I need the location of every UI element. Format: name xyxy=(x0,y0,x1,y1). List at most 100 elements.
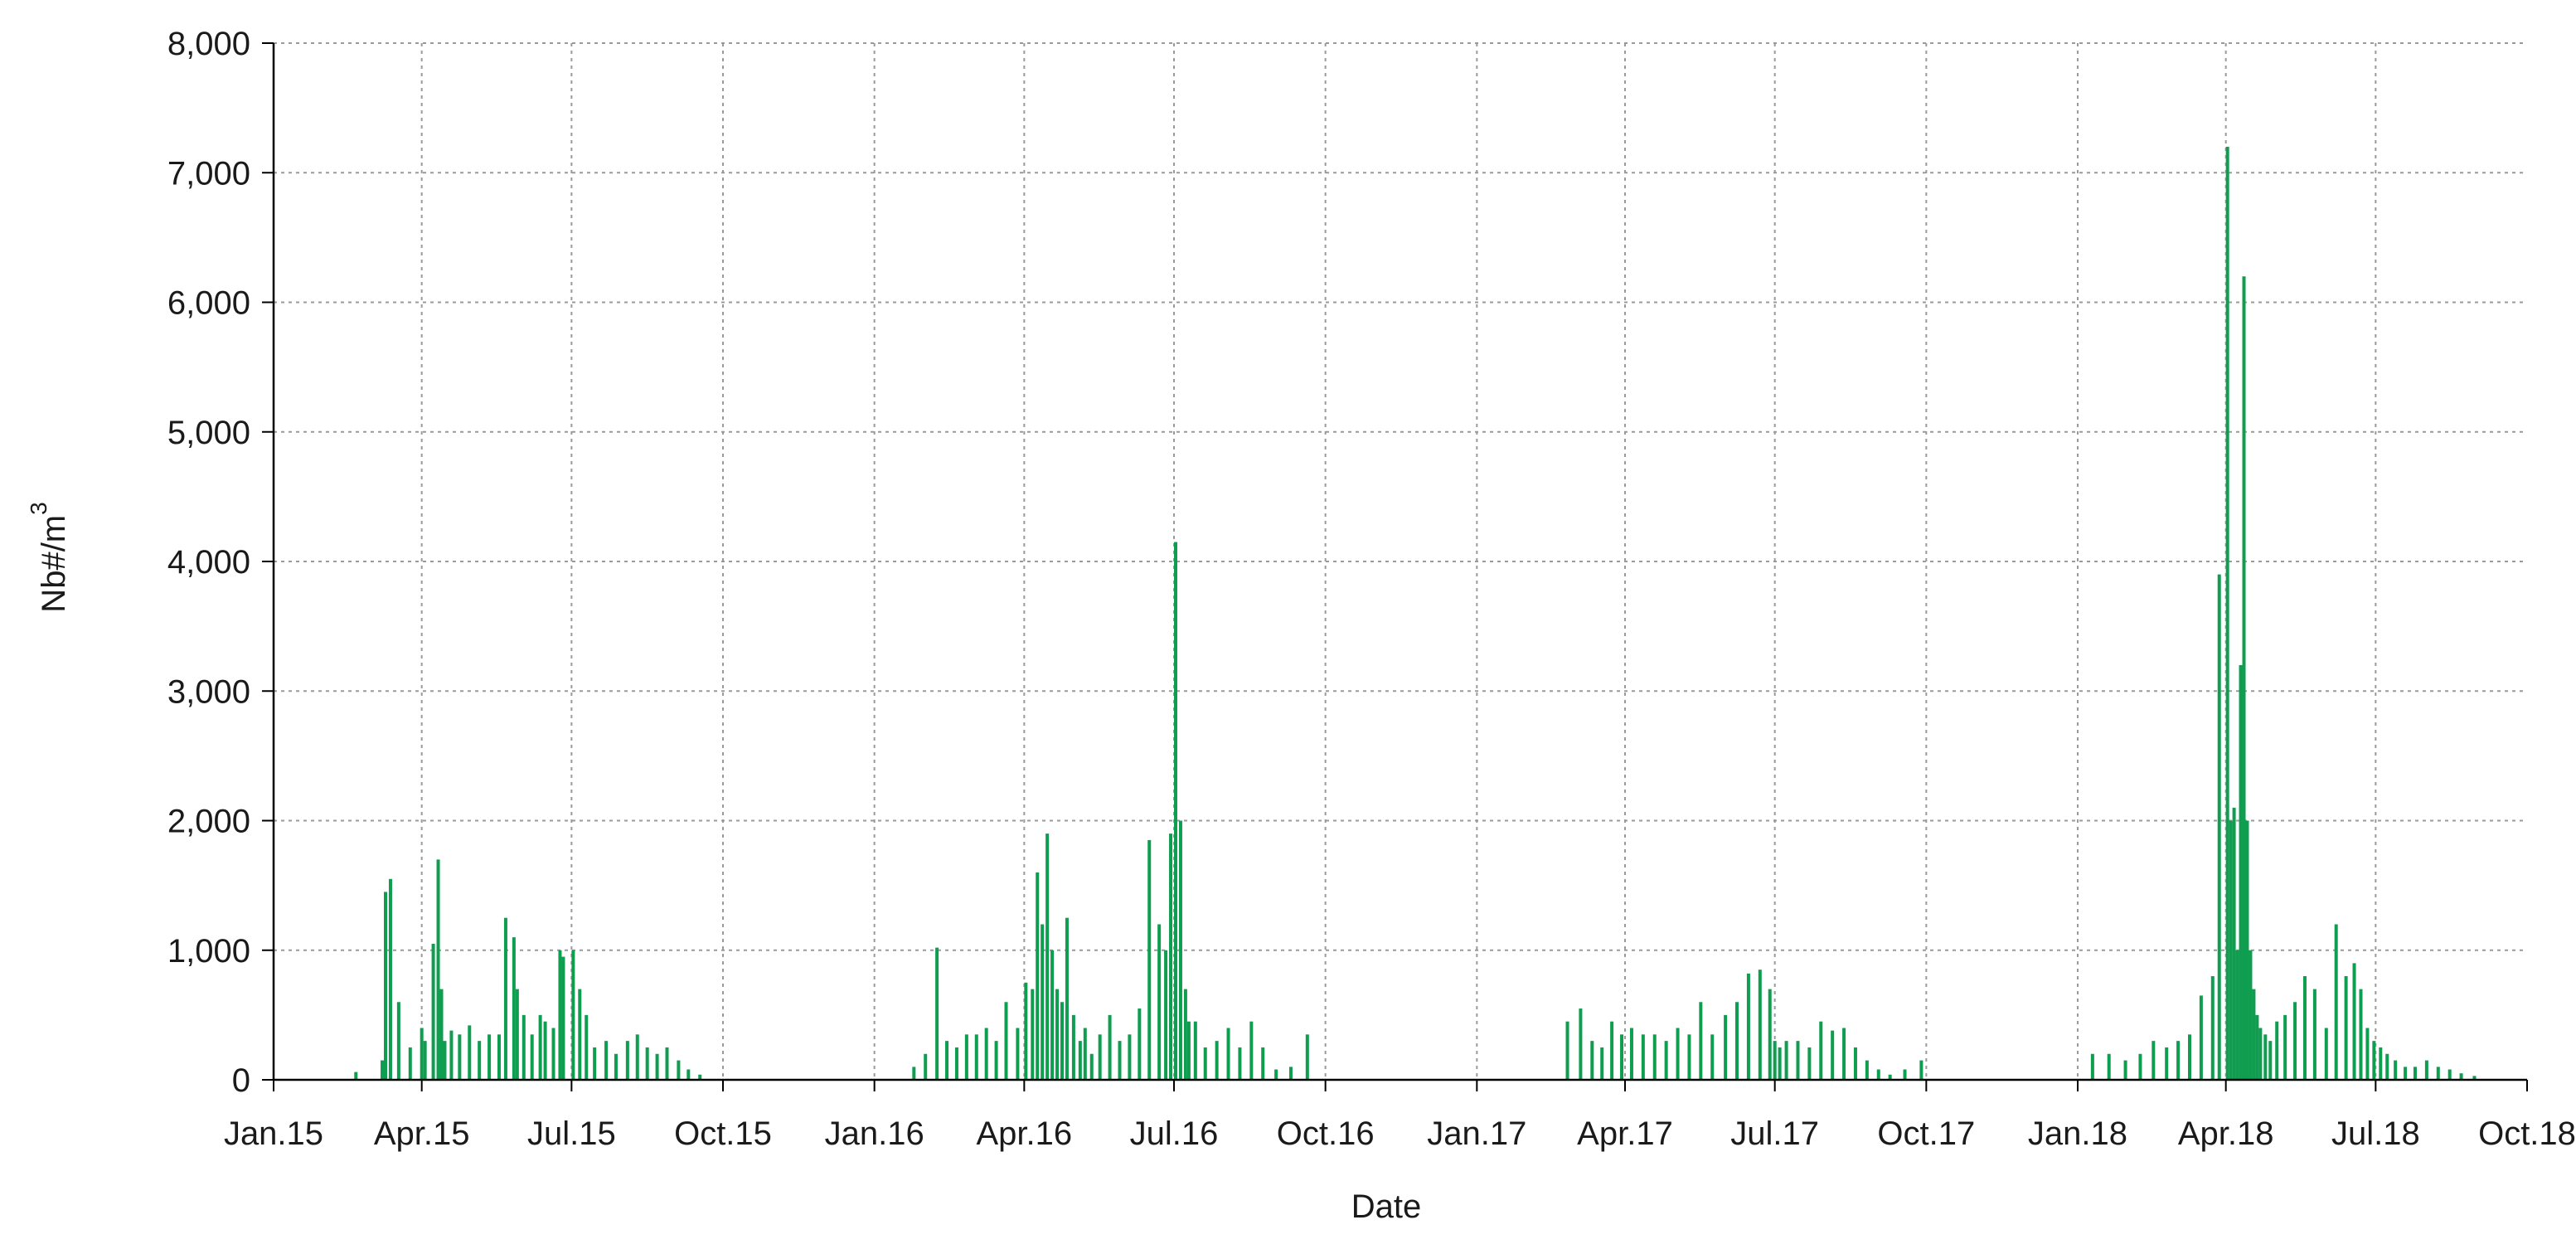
data-bar xyxy=(912,1067,916,1080)
data-bar xyxy=(1178,820,1182,1080)
data-bar xyxy=(1036,872,1040,1080)
data-bar xyxy=(1098,1034,1102,1080)
data-bar xyxy=(2334,924,2338,1080)
data-bar xyxy=(1796,1041,1800,1080)
data-bar xyxy=(585,1014,589,1080)
y-tick-label: 2,000 xyxy=(167,804,250,840)
data-bar xyxy=(665,1047,669,1080)
data-bar xyxy=(2385,1053,2389,1080)
data-bar xyxy=(458,1034,462,1080)
data-bar xyxy=(1590,1041,1594,1080)
y-tick-label: 4,000 xyxy=(167,544,250,581)
data-bar xyxy=(1710,1034,1715,1080)
data-bar xyxy=(578,989,582,1080)
x-tick-label: Jul.15 xyxy=(527,1115,616,1152)
x-tick-label: Jan.18 xyxy=(2028,1115,2127,1152)
data-bar xyxy=(2245,820,2249,1080)
data-bar xyxy=(1629,1028,1633,1080)
data-bar xyxy=(2352,963,2356,1080)
data-bar xyxy=(1186,1021,1191,1080)
data-bar xyxy=(2312,989,2316,1080)
data-bar xyxy=(1831,1030,1835,1080)
data-bar xyxy=(1128,1034,1132,1080)
data-bar xyxy=(1118,1041,1122,1080)
data-bar xyxy=(396,1002,400,1080)
x-tick-label: Jul.16 xyxy=(1130,1115,1219,1152)
data-bar xyxy=(1807,1047,1812,1080)
data-bar xyxy=(488,1034,492,1080)
data-bar xyxy=(1305,1034,1309,1080)
data-bar xyxy=(655,1053,659,1080)
data-bar xyxy=(2123,1060,2127,1080)
data-bar xyxy=(2379,1047,2383,1080)
data-bar xyxy=(2424,1060,2428,1080)
data-bar xyxy=(354,1072,358,1080)
x-tick-label: Jul.18 xyxy=(2331,1115,2420,1152)
data-bar xyxy=(1045,833,1050,1080)
data-bar xyxy=(420,1028,424,1080)
data-bar xyxy=(561,956,565,1080)
data-bar xyxy=(1865,1060,1869,1080)
data-bar xyxy=(2324,1028,2328,1080)
data-bar xyxy=(1060,1002,1065,1080)
x-tick-label: Oct.18 xyxy=(2478,1115,2576,1152)
data-bar xyxy=(2404,1067,2408,1080)
data-bar xyxy=(468,1025,472,1080)
y-tick-label: 8,000 xyxy=(167,26,250,62)
data-bar xyxy=(1652,1034,1657,1080)
data-bar xyxy=(1288,1067,1293,1080)
data-bar xyxy=(1083,1028,1087,1080)
x-tick-label: Jan.16 xyxy=(825,1115,924,1152)
x-tick-label: Apr.16 xyxy=(977,1115,1073,1152)
data-bar xyxy=(2176,1041,2181,1080)
data-bar xyxy=(1579,1008,1583,1080)
data-bar xyxy=(604,1041,609,1080)
x-axis-ticks: Jan.15 Apr.15 Jul.15 Oct.15 Jan.16 Apr.16 Jul.… xyxy=(224,1080,2576,1152)
data-bar xyxy=(443,1041,447,1080)
data-bar xyxy=(686,1069,691,1080)
data-bar xyxy=(1664,1041,1668,1080)
data-bar xyxy=(698,1074,702,1080)
data-bar xyxy=(530,1034,534,1080)
data-bars xyxy=(354,147,2477,1080)
data-bar xyxy=(1778,1047,1782,1080)
data-bar xyxy=(571,950,575,1080)
data-bar xyxy=(2275,1021,2279,1080)
data-bar xyxy=(614,1053,618,1080)
data-bar xyxy=(1746,973,1750,1080)
data-bar xyxy=(522,1014,526,1080)
data-bar xyxy=(384,892,388,1080)
data-bar xyxy=(1071,1014,1075,1080)
data-bar xyxy=(677,1060,681,1080)
data-bar xyxy=(2252,989,2256,1080)
data-bar xyxy=(1016,1028,1020,1080)
data-bar xyxy=(2138,1053,2142,1080)
data-bar xyxy=(1055,989,1060,1080)
data-bar xyxy=(1050,950,1055,1080)
data-bar xyxy=(1768,989,1772,1080)
data-bar xyxy=(1164,950,1168,1080)
data-bar xyxy=(1819,1021,1823,1080)
data-bar xyxy=(1773,1041,1777,1080)
data-bar xyxy=(503,917,507,1080)
data-bar xyxy=(1183,989,1187,1080)
data-bar xyxy=(2268,1041,2273,1080)
data-bar xyxy=(1249,1021,1254,1080)
data-bar xyxy=(2459,1073,2463,1080)
data-bar xyxy=(1215,1041,1219,1080)
x-tick-label: Apr.17 xyxy=(1577,1115,1673,1152)
x-axis-title: Date xyxy=(1351,1188,1422,1225)
data-bar xyxy=(431,943,435,1080)
data-bar xyxy=(1610,1021,1614,1080)
data-bar xyxy=(1842,1028,1846,1080)
data-bar xyxy=(478,1041,482,1080)
data-bar xyxy=(1735,1002,1739,1080)
data-bar xyxy=(2344,976,2348,1080)
data-bar xyxy=(1676,1028,1680,1080)
y-axis-title: Nb#/m3 xyxy=(26,502,72,612)
y-tick-label: 1,000 xyxy=(167,933,250,970)
data-bar xyxy=(381,1060,385,1080)
data-bar xyxy=(2255,1014,2259,1080)
data-bar xyxy=(2436,1067,2440,1080)
